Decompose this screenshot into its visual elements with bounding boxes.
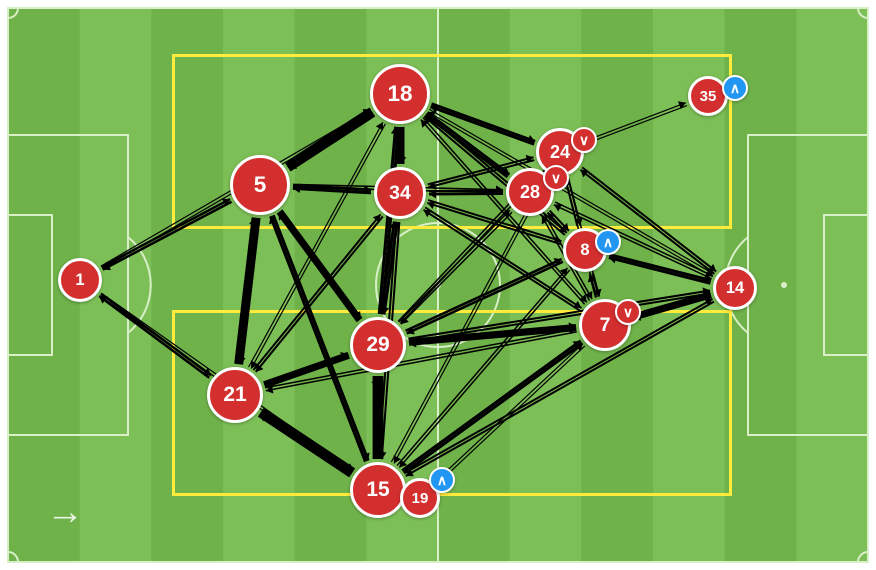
player-node-34[interactable]: 34 xyxy=(374,167,426,219)
player-node-21[interactable]: 21 xyxy=(207,367,263,423)
players-layer: 152118342915192824871435∧∧∧∨∨∨ xyxy=(0,0,876,570)
play-direction-arrow-icon: → xyxy=(46,490,84,534)
player-node-29[interactable]: 29 xyxy=(350,317,406,373)
sub-off-icon: ∨ xyxy=(543,165,569,191)
sub-off-icon: ∨ xyxy=(615,299,641,325)
player-node-14[interactable]: 14 xyxy=(713,266,757,310)
player-node-5[interactable]: 5 xyxy=(230,155,290,215)
sub-on-icon: ∧ xyxy=(595,229,621,255)
pass-network-diagram: 152118342915192824871435∧∧∧∨∨∨ → xyxy=(0,0,876,570)
player-node-15[interactable]: 15 xyxy=(350,462,406,518)
sub-off-icon: ∨ xyxy=(571,127,597,153)
player-node-18[interactable]: 18 xyxy=(370,64,430,124)
player-node-1[interactable]: 1 xyxy=(58,258,102,302)
sub-on-icon: ∧ xyxy=(722,75,748,101)
sub-on-icon: ∧ xyxy=(429,467,455,493)
